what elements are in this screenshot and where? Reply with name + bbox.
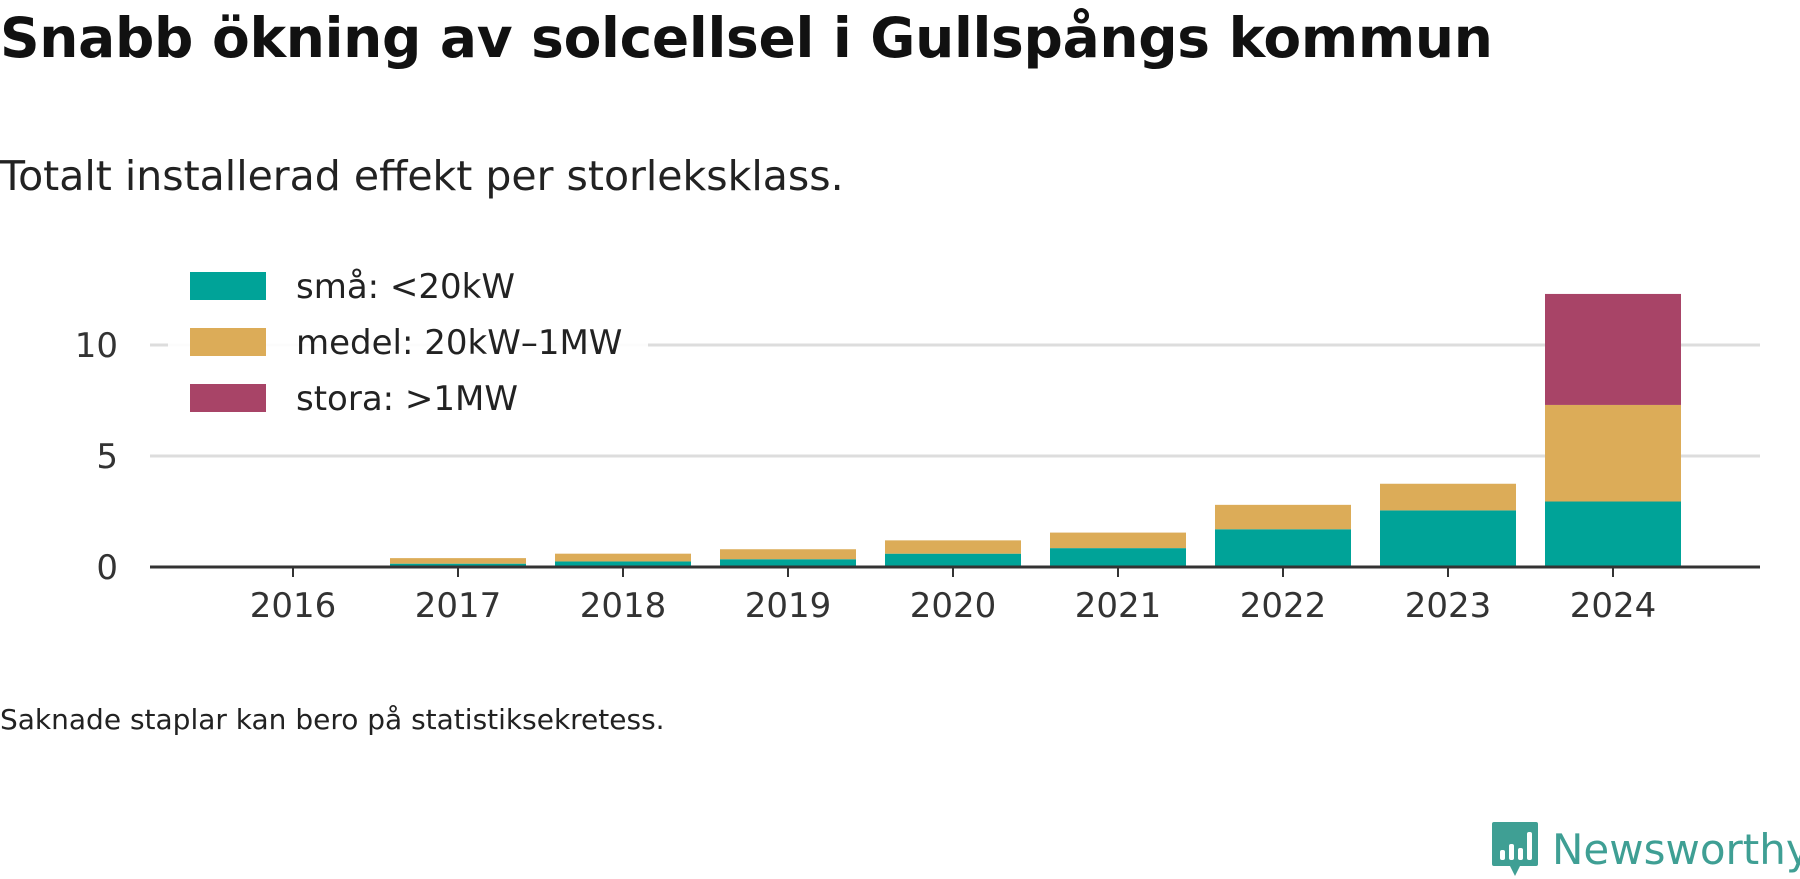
bar-segment xyxy=(1380,483,1516,511)
newsworthy-logo-icon xyxy=(1492,822,1538,876)
stacked-bar-chart: 0 5 10 2016 2017 2018 2019 2020 2021 2022 2023 202… xyxy=(75,248,1760,626)
x-tick-label: 2019 xyxy=(745,586,832,626)
x-tick-label: 2021 xyxy=(1075,586,1162,626)
bar-segment xyxy=(720,549,856,560)
newsworthy-logo: Newsworthy xyxy=(1490,820,1800,878)
bar-segment xyxy=(885,540,1021,554)
bar-segment xyxy=(555,561,691,567)
x-axis-ticks: 2016 2017 2018 2019 2020 2021 2022 2023 2024 xyxy=(250,567,1657,626)
footnote: Saknade staplar kan bero på statistiksek… xyxy=(0,703,665,736)
y-tick-label: 0 xyxy=(96,548,118,588)
x-tick-label: 2022 xyxy=(1240,586,1327,626)
legend: små: <20kW medel: 20kW–1MW stora: >1MW xyxy=(168,248,648,419)
bar-segment xyxy=(1215,504,1351,530)
x-tick-label: 2024 xyxy=(1570,586,1657,626)
bar-segment xyxy=(1050,532,1186,549)
x-tick-label: 2017 xyxy=(415,586,502,626)
bar-segment xyxy=(555,553,691,562)
chart-subtitle: Totalt installerad effekt per storlekskl… xyxy=(0,152,844,200)
bar-segment xyxy=(1545,404,1681,502)
bar-segment xyxy=(390,563,526,567)
y-tick-label: 10 xyxy=(75,326,118,366)
y-tick-label: 5 xyxy=(96,437,118,477)
x-tick-label: 2016 xyxy=(250,586,337,626)
legend-label: medel: 20kW–1MW xyxy=(296,323,622,363)
chart-title: Snabb ökning av solcellsel i Gullspångs … xyxy=(0,6,1493,70)
legend-label: små: <20kW xyxy=(296,267,515,307)
bar-segment xyxy=(1545,501,1681,567)
bar-segment xyxy=(390,558,526,564)
legend-swatch xyxy=(190,328,266,356)
bar-segment xyxy=(885,553,1021,567)
bar-segment xyxy=(1050,548,1186,567)
bar-segment xyxy=(1545,293,1681,405)
bars xyxy=(390,293,1681,567)
y-axis-ticks: 0 5 10 xyxy=(75,326,118,588)
bar-segment xyxy=(1215,529,1351,567)
legend-swatch xyxy=(190,272,266,300)
x-tick-label: 2018 xyxy=(580,586,667,626)
brand-name: Newsworthy xyxy=(1552,824,1800,874)
x-tick-label: 2023 xyxy=(1405,586,1492,626)
legend-swatch xyxy=(190,384,266,412)
bar-segment xyxy=(1380,510,1516,567)
x-tick-label: 2020 xyxy=(910,586,997,626)
bar-segment xyxy=(720,559,856,567)
legend-label: stora: >1MW xyxy=(296,379,518,419)
